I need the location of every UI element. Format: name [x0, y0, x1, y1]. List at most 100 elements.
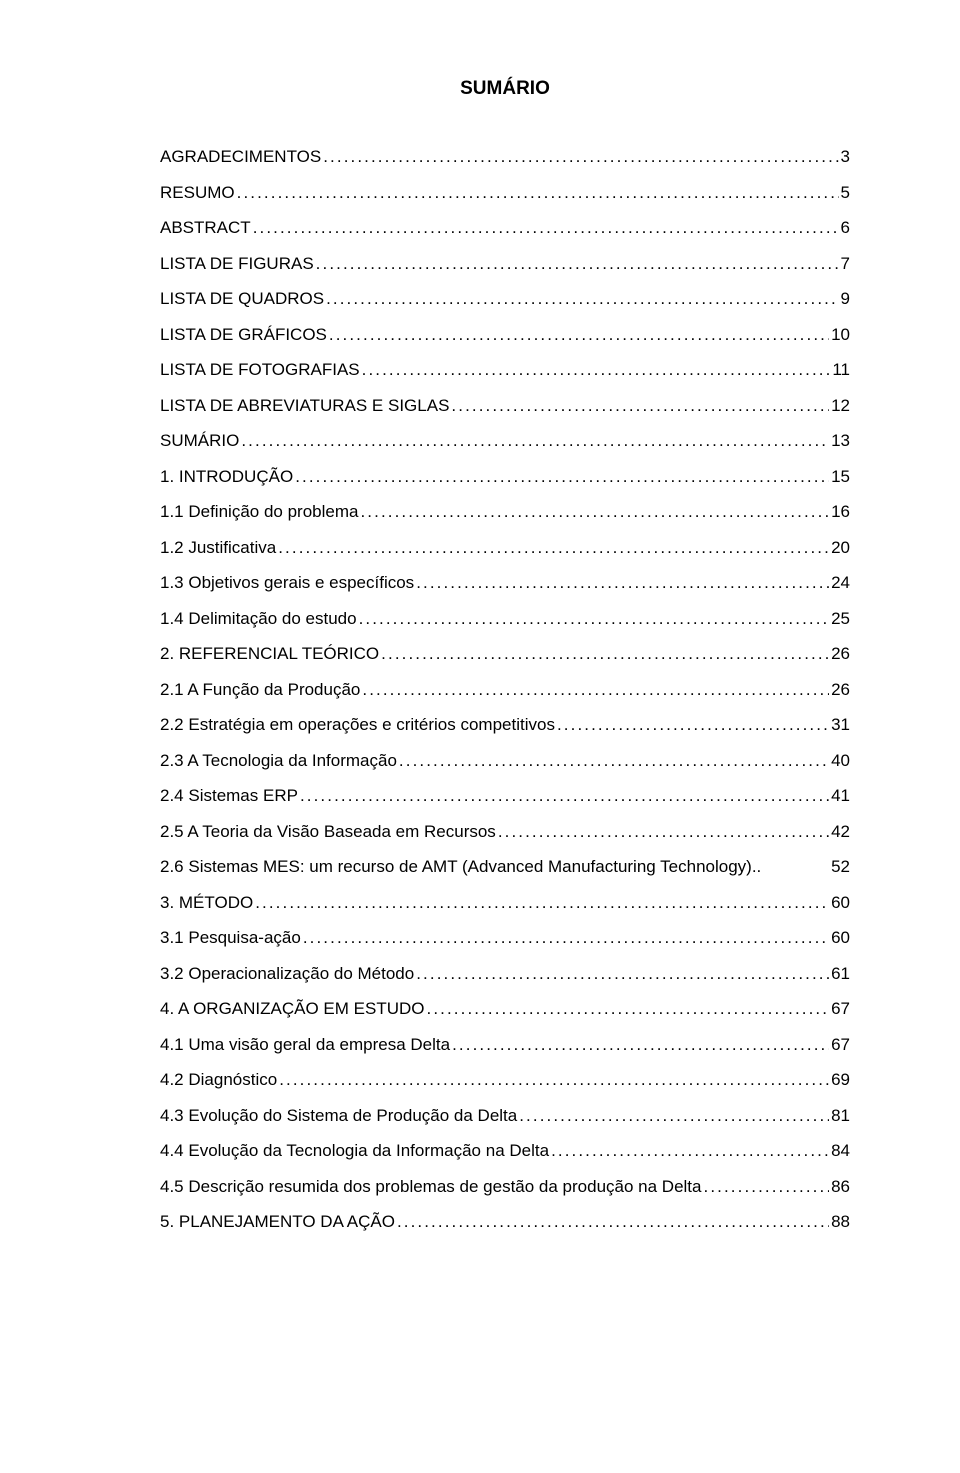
toc-entry-label: 2.2 Estratégia em operações e critérios …: [160, 716, 555, 733]
toc-entry-label: LISTA DE QUADROS: [160, 290, 324, 307]
toc-entry-page: 13: [831, 432, 850, 449]
toc-entry-page: 31: [831, 716, 850, 733]
toc-entry: 1. INTRODUÇÃO15: [160, 468, 850, 485]
toc-entry: 4. A ORGANIZAÇÃO EM ESTUDO67: [160, 1000, 850, 1017]
toc-leader-dots: [303, 929, 829, 946]
toc-entry-label: RESUMO: [160, 184, 235, 201]
toc-entry-label: ABSTRACT: [160, 219, 251, 236]
toc-leader-dots: [416, 965, 829, 982]
toc-entry-label: 4.5 Descrição resumida dos problemas de …: [160, 1178, 702, 1195]
toc-entry-label: 4.4 Evolução da Tecnologia da Informação…: [160, 1142, 549, 1159]
toc-entry: 2.4 Sistemas ERP41: [160, 787, 850, 804]
toc-entry-page: 7: [841, 255, 850, 272]
toc-entry: 4.1 Uma visão geral da empresa Delta 67: [160, 1036, 850, 1053]
toc-entry-label: 5. PLANEJAMENTO DA AÇÃO: [160, 1213, 395, 1230]
toc-entry: 2.6 Sistemas MES: um recurso de AMT (Adv…: [160, 858, 850, 875]
toc-entry-page: 24: [831, 574, 850, 591]
toc-leader-dots: [551, 1142, 829, 1159]
toc-entry: 4.3 Evolução do Sistema de Produção da D…: [160, 1107, 850, 1124]
toc-entry: RESUMO 5: [160, 184, 850, 201]
toc-entry: 4.2 Diagnóstico69: [160, 1071, 850, 1088]
toc-entry-page: 25: [831, 610, 850, 627]
toc-entry: AGRADECIMENTOS 3: [160, 148, 850, 165]
toc-leader-dots: [381, 645, 829, 662]
toc-entry-label: 1.4 Delimitação do estudo: [160, 610, 357, 627]
toc-entry: 2.1 A Função da Produção 26: [160, 681, 850, 698]
toc-entry: 2.2 Estratégia em operações e critérios …: [160, 716, 850, 733]
toc-leader-dots: [452, 1036, 829, 1053]
toc-entry-page: 16: [831, 503, 850, 520]
toc-leader-dots: [451, 397, 829, 414]
toc-entry-page: 3: [841, 148, 850, 165]
toc-entry-page: 10: [831, 326, 850, 343]
toc-entry-page: 5: [841, 184, 850, 201]
toc-entry: 1.1 Definição do problema 16: [160, 503, 850, 520]
toc-leader-dots: [323, 148, 838, 165]
toc-leader-dots: [399, 752, 829, 769]
toc-entry: 2.5 A Teoria da Visão Baseada em Recurso…: [160, 823, 850, 840]
toc-entry-page: 11: [832, 361, 850, 378]
toc-leader-dots: [498, 823, 829, 840]
toc-entry-page: 61: [831, 965, 850, 982]
toc-entry-label: 1.1 Definição do problema: [160, 503, 358, 520]
toc-entry-label: AGRADECIMENTOS: [160, 148, 321, 165]
toc-entry-label: 4.1 Uma visão geral da empresa Delta: [160, 1036, 450, 1053]
toc-entry: 3.2 Operacionalização do Método 61: [160, 965, 850, 982]
toc-entry-page: 69: [831, 1071, 850, 1088]
toc-entry: 3.1 Pesquisa-ação60: [160, 929, 850, 946]
toc-entry: 3. MÉTODO 60: [160, 894, 850, 911]
table-of-contents: AGRADECIMENTOS 3 RESUMO 5 ABSTRACT 6 LISTA DE …: [160, 148, 850, 1230]
toc-leader-dots: [329, 326, 829, 343]
toc-entry-page: 26: [831, 681, 850, 698]
page-title: SUMÁRIO: [160, 78, 850, 100]
toc-entry-label: 2.5 A Teoria da Visão Baseada em Recurso…: [160, 823, 496, 840]
toc-entry-label: LISTA DE GRÁFICOS: [160, 326, 327, 343]
toc-leader-dots: [326, 290, 838, 307]
toc-entry-page: 42: [831, 823, 850, 840]
toc-leader-dots: [704, 1178, 830, 1195]
toc-entry: ABSTRACT 6: [160, 219, 850, 236]
toc-leader-dots: [237, 184, 839, 201]
toc-leader-dots: [300, 787, 829, 804]
toc-entry-page: 60: [831, 894, 850, 911]
toc-entry: LISTA DE GRÁFICOS 10: [160, 326, 850, 343]
toc-entry-label: 2. REFERENCIAL TEÓRICO: [160, 645, 379, 662]
toc-leader-dots: [360, 503, 829, 520]
toc-entry-label: 1.2 Justificativa: [160, 539, 276, 556]
toc-entry: 4.5 Descrição resumida dos problemas de …: [160, 1178, 850, 1195]
toc-entry-label: 3.2 Operacionalização do Método: [160, 965, 414, 982]
toc-entry: 1.4 Delimitação do estudo 25: [160, 610, 850, 627]
toc-leader-dots: [255, 894, 829, 911]
toc-leader-dots: [362, 361, 831, 378]
toc-entry-page: 20: [831, 539, 850, 556]
toc-entry: SUMÁRIO13: [160, 432, 850, 449]
toc-entry-page: 9: [841, 290, 850, 307]
toc-entry-page: 52: [831, 858, 850, 875]
toc-entry-label: 2.1 A Função da Produção: [160, 681, 360, 698]
toc-leader-dots: [397, 1213, 829, 1230]
toc-leader-dots: [557, 716, 829, 733]
toc-entry-page: 81: [831, 1107, 850, 1124]
toc-leader-dots: [279, 1071, 829, 1088]
toc-entry: LISTA DE FIGURAS 7: [160, 255, 850, 272]
toc-entry-page: 88: [831, 1213, 850, 1230]
toc-leader-dots: [362, 681, 829, 698]
toc-entry: LISTA DE QUADROS 9: [160, 290, 850, 307]
toc-leader-dots: [278, 539, 829, 556]
toc-entry-page: 6: [841, 219, 850, 236]
toc-entry: 5. PLANEJAMENTO DA AÇÃO 88: [160, 1213, 850, 1230]
toc-leader-dots: [427, 1000, 830, 1017]
toc-entry: 1.3 Objetivos gerais e específicos24: [160, 574, 850, 591]
toc-entry-label: LISTA DE FIGURAS: [160, 255, 314, 272]
toc-leader-dots: [416, 574, 829, 591]
toc-entry-page: 67: [831, 1036, 850, 1053]
toc-entry-label: 3. MÉTODO: [160, 894, 253, 911]
toc-entry-label: 2.4 Sistemas ERP: [160, 787, 298, 804]
toc-entry-label: 2.6 Sistemas MES: um recurso de AMT (Adv…: [160, 858, 752, 875]
toc-entry: 1.2 Justificativa 20: [160, 539, 850, 556]
toc-entry-label: LISTA DE FOTOGRAFIAS: [160, 361, 360, 378]
toc-leader-dots: [295, 468, 829, 485]
toc-entry-label: 4.3 Evolução do Sistema de Produção da D…: [160, 1107, 517, 1124]
toc-entry: 2.3 A Tecnologia da Informação40: [160, 752, 850, 769]
toc-entry-label: 4. A ORGANIZAÇÃO EM ESTUDO: [160, 1000, 425, 1017]
